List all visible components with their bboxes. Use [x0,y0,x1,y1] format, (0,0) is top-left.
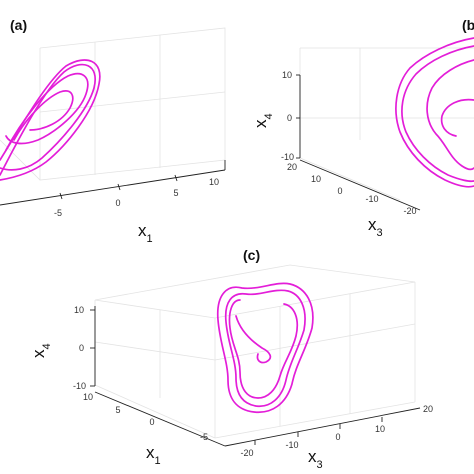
panel-a-axes [0,160,226,206]
trajectory-line [13,90,74,141]
tick-label: 0 [115,198,120,208]
tick-label: 0 [287,113,292,123]
panel-a-trajectory [0,59,101,181]
tick-label: 0 [337,186,342,196]
panel-c: (c) 10 0 - [29,247,433,471]
panel-c-axes [90,306,421,447]
tick-label: -20 [403,206,416,216]
trajectory-line [401,45,474,183]
trajectory-line [395,37,474,188]
panel-c-x3-label: x3 [308,447,323,471]
tick-label: -10 [281,152,294,162]
panel-b-x4-ticks: 10 0 -10 [281,70,294,162]
panel-c-x4-label: x4 [29,343,53,358]
tick-label: 20 [287,162,297,172]
tick-label: -10 [365,194,378,204]
panel-c-x3-ticks: -20 -10 0 10 20 [240,404,433,458]
panel-a: (a) -5 0 5 10 x1 [0,17,226,245]
panel-b-label: (b) [462,17,474,33]
panel-a-x1-label: x1 [138,221,153,245]
tick-label: 0 [79,343,84,353]
tick-label: 10 [209,177,219,187]
trajectory-line [440,98,474,137]
trajectory-line [235,315,272,364]
tick-label: -5 [54,208,62,218]
trajectory-line [426,59,474,171]
trajectory-line [216,282,314,414]
panel-b-x4-label: x4 [251,113,275,128]
panel-c-trajectory [216,282,314,414]
tick-label: -10 [73,381,86,391]
panel-c-x1-ticks: 10 5 0 -5 [83,392,208,442]
trajectory-line [224,289,306,408]
tick-label: 10 [83,392,93,402]
panel-b: (b) 10 0 -10 x4 20 10 0 -10 -20 [251,17,474,239]
panel-c-x1-label: x1 [146,443,161,467]
tick-label: 0 [335,432,340,442]
panel-a-x1-ticks: -5 0 5 10 [54,177,219,218]
panel-b-axes [296,74,421,211]
panel-a-label: (a) [10,17,27,33]
panel-b-x3-label: x3 [368,215,383,239]
tick-label: -10 [285,440,298,450]
tick-label: 10 [375,424,385,434]
trajectory-line [0,59,101,181]
tick-label: 5 [115,405,120,415]
trajectory-line [0,63,96,176]
tick-label: -20 [240,448,253,458]
tick-label: 0 [149,417,154,427]
panel-b-trajectory [395,37,474,188]
tick-label: 10 [311,174,321,184]
panel-a-grid [0,27,226,181]
tick-label: 10 [282,70,292,80]
tick-label: 5 [173,188,178,198]
trajectory-line [228,299,299,399]
tick-label: 20 [423,404,433,414]
panel-c-label: (c) [243,247,260,263]
tick-label: -5 [200,432,208,442]
panel-c-grid [94,264,416,439]
tick-label: 10 [74,305,84,315]
panel-c-x4-ticks: 10 0 -10 [73,305,86,391]
trajectory-line [5,72,89,151]
panel-b-x3-ticks: 20 10 0 -10 -20 [287,162,417,216]
